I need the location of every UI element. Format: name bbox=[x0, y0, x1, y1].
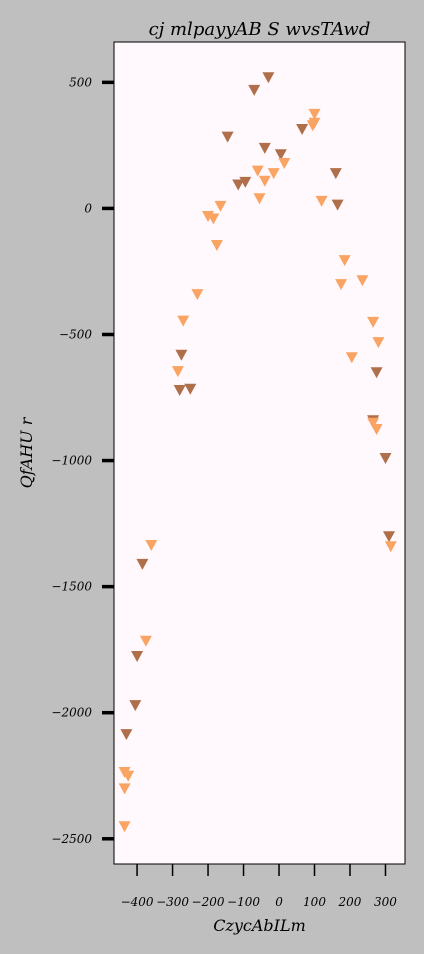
data-point-series-2 bbox=[308, 117, 321, 129]
data-point-series-2 bbox=[177, 315, 190, 327]
data-point-series-2 bbox=[258, 175, 271, 187]
data-point-series-2 bbox=[191, 289, 204, 301]
data-point-series-1 bbox=[370, 367, 383, 379]
data-point-series-1 bbox=[221, 131, 234, 143]
x-tick-label: −300 bbox=[156, 895, 189, 909]
y-tick-label: −2500 bbox=[51, 832, 92, 846]
data-point-series-1 bbox=[239, 176, 252, 188]
data-point-series-2 bbox=[338, 255, 351, 267]
data-point-series-2 bbox=[367, 316, 380, 328]
data-point-series-2 bbox=[267, 168, 280, 180]
x-axis-label: CzycAbILm bbox=[213, 916, 306, 935]
data-point-series-2 bbox=[367, 417, 380, 429]
data-point-series-1 bbox=[136, 558, 149, 570]
data-point-series-1 bbox=[329, 168, 342, 180]
chart-title: cj mlpayyAB S wvsTAwd bbox=[149, 19, 371, 40]
data-point-series-2 bbox=[171, 366, 184, 378]
data-point-series-2 bbox=[253, 193, 266, 205]
y-tick-label: −2000 bbox=[51, 706, 92, 720]
y-tick-label: −1000 bbox=[51, 454, 92, 468]
data-point-series-1 bbox=[184, 383, 197, 395]
data-point-series-2 bbox=[122, 770, 135, 782]
data-point-series-2 bbox=[335, 279, 348, 291]
data-point-series-2 bbox=[345, 352, 358, 364]
data-point-series-2 bbox=[251, 165, 264, 177]
x-tick-label: 0 bbox=[275, 895, 283, 909]
data-point-series-2 bbox=[118, 821, 131, 833]
data-point-series-2 bbox=[278, 158, 291, 169]
x-tick-label: −100 bbox=[227, 895, 260, 909]
data-point-series-1 bbox=[175, 349, 188, 361]
data-point-series-1 bbox=[296, 124, 309, 135]
data-point-series-2 bbox=[315, 195, 328, 207]
data-point-series-2 bbox=[214, 200, 227, 212]
data-point-series-1 bbox=[232, 179, 245, 191]
data-points bbox=[118, 72, 397, 833]
x-tick-label: −400 bbox=[121, 895, 154, 909]
data-point-series-1 bbox=[258, 142, 271, 154]
y-tick-label: 500 bbox=[69, 75, 92, 89]
x-tick-label: 200 bbox=[338, 895, 362, 909]
y-tick-label: 0 bbox=[84, 201, 92, 215]
data-point-series-2 bbox=[145, 540, 158, 551]
data-point-series-1 bbox=[262, 72, 275, 84]
y-tick-label: −500 bbox=[59, 327, 92, 341]
y-axis-label: QfAHU r bbox=[17, 416, 36, 488]
plot-frame bbox=[113, 41, 406, 865]
data-point-series-1 bbox=[383, 531, 395, 543]
data-point-series-2 bbox=[372, 337, 385, 349]
data-point-series-2 bbox=[384, 541, 397, 553]
data-point-series-1 bbox=[120, 729, 133, 741]
data-point-series-1 bbox=[173, 385, 186, 396]
data-point-series-1 bbox=[129, 700, 142, 712]
data-point-series-2 bbox=[207, 213, 220, 225]
data-point-series-1 bbox=[331, 199, 344, 211]
data-point-series-1 bbox=[379, 453, 392, 464]
x-tick-label: −200 bbox=[192, 895, 225, 909]
x-tick-label: 300 bbox=[374, 895, 397, 909]
data-point-series-2 bbox=[118, 783, 131, 795]
data-point-series-1 bbox=[248, 84, 261, 96]
data-point-series-2 bbox=[308, 108, 321, 120]
plot-area bbox=[114, 42, 405, 864]
y-tick-label: −1500 bbox=[51, 580, 92, 594]
data-point-series-2 bbox=[356, 275, 369, 287]
data-point-series-1 bbox=[274, 149, 287, 161]
data-point-series-2 bbox=[139, 635, 152, 647]
x-tick-label: 100 bbox=[303, 895, 326, 909]
data-point-series-2 bbox=[370, 424, 383, 435]
data-point-series-2 bbox=[210, 240, 223, 251]
data-point-series-1 bbox=[131, 651, 144, 662]
